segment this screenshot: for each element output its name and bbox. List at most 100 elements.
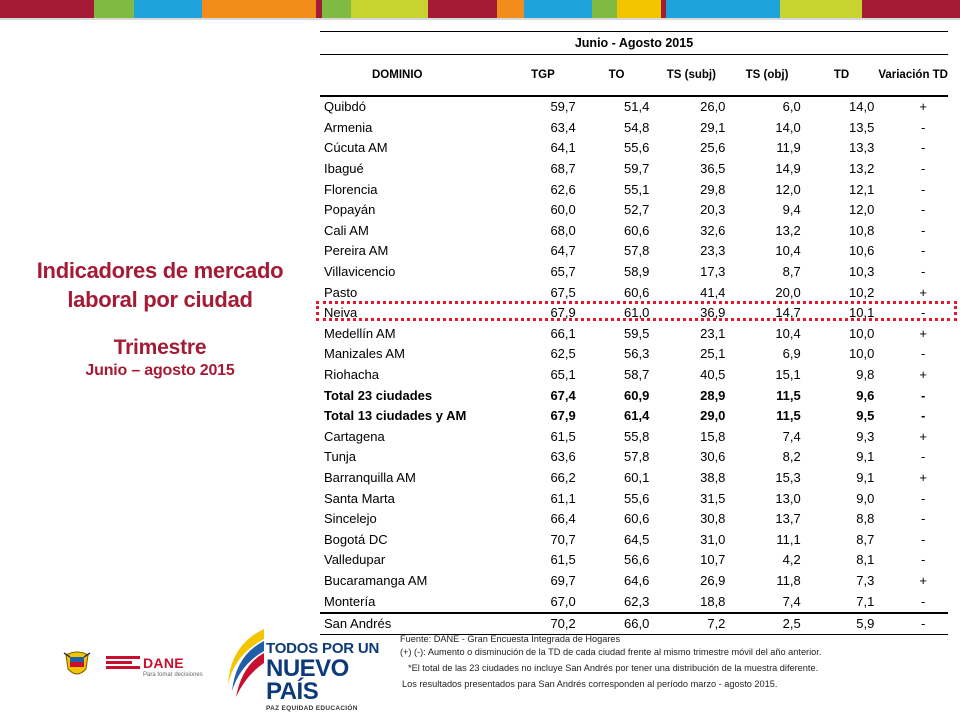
header-tgp: TGP [506, 54, 580, 97]
cell-to: 55,6 [624, 490, 650, 506]
cell-variacion-td: - [920, 593, 926, 609]
table-row: Pereira AM 64,7 57,8 23,3 10,4 10,6 - [320, 241, 948, 262]
color-strip-segment [780, 0, 862, 18]
table-title-row: Junio - Agosto 2015 [320, 31, 948, 55]
table-row: Cartagena 61,5 55,8 15,8 7,4 9,3 + [320, 427, 948, 448]
cell-to: 55,6 [624, 140, 650, 156]
cell-ts-subj: 18,8 [700, 593, 726, 609]
cell-tgp: 68,7 [550, 161, 576, 177]
table-row: Santa Marta 61,1 55,6 31,5 13,0 9,0 - [320, 488, 948, 509]
cell-to: 58,7 [624, 367, 650, 383]
dane-logo: DANE Para tomar decisiones [106, 655, 203, 678]
cell-ts-obj: 10,4 [775, 243, 801, 259]
tpnp-swoosh-icon [228, 629, 264, 697]
dane-wordmark: DANE [143, 655, 184, 671]
color-strip-segment [660, 0, 667, 18]
table-row: Cúcuta AM 64,1 55,6 25,6 11,9 13,3 - [320, 138, 948, 159]
slide-title-block: Indicadores de mercado laboral por ciuda… [22, 256, 298, 380]
cell-ts-obj: 6,0 [782, 99, 801, 115]
cell-tgp: 65,7 [550, 264, 576, 280]
cell-tgp: 61,1 [550, 490, 576, 506]
color-strip-segment [592, 0, 618, 18]
cell-ts-subj: 36,5 [700, 161, 726, 177]
cell-ts-obj: 11,9 [776, 140, 801, 156]
cell-dominio: Cartagena [324, 428, 385, 444]
header-td: TD [804, 54, 879, 97]
cell-variacion-td: - [920, 222, 926, 238]
header-variacion-td: Variación TD [878, 54, 948, 97]
cell-td: 10,8 [849, 222, 875, 238]
color-strip-segment [666, 0, 781, 18]
cell-dominio: Pasto [324, 284, 358, 300]
cell-variacion-td: + [919, 367, 927, 383]
cell-ts-subj: 29,0 [700, 408, 726, 424]
cell-variacion-td: - [920, 408, 926, 424]
cell-td: 10,0 [849, 346, 875, 362]
cell-ts-obj: 4,2 [782, 552, 801, 568]
cell-td: 8,1 [856, 552, 875, 568]
cell-tgp: 67,9 [550, 305, 576, 321]
cell-tgp: 70,7 [550, 531, 576, 547]
cell-ts-obj: 7,4 [782, 593, 801, 609]
table-row: Valledupar 61,5 56,6 10,7 4,2 8,1 - [320, 550, 948, 571]
cell-td: 12,1 [849, 181, 875, 197]
top-divider [0, 18, 960, 20]
cell-variacion-td: - [920, 490, 926, 506]
cell-to: 59,7 [624, 161, 650, 177]
cell-ts-subj: 30,6 [700, 449, 726, 465]
cell-tgp: 60,0 [550, 202, 576, 218]
dane-slogan: Para tomar decisiones [143, 672, 203, 678]
cell-variacion-td: - [920, 346, 926, 362]
cell-dominio: Valledupar [324, 552, 386, 568]
cell-tgp: 66,4 [550, 511, 576, 527]
cell-tgp: 66,1 [550, 325, 576, 341]
cell-td: 9,6 [856, 387, 875, 403]
slide-title: Indicadores de mercado laboral por ciuda… [22, 256, 298, 314]
table-row: Total 23 ciudades 67,4 60,9 28,9 11,5 9,6 - [320, 385, 948, 406]
color-strip-segment [321, 0, 351, 18]
tpnp-line2: NUEVO PAÍS [266, 655, 349, 705]
cell-ts-obj: 11,5 [776, 408, 801, 424]
cell-dominio: Bucaramanga AM [324, 572, 428, 588]
cell-td: 7,3 [856, 572, 875, 588]
cell-variacion-td: + [919, 325, 927, 341]
cell-to: 55,1 [624, 181, 650, 197]
cell-to: 60,6 [624, 222, 650, 238]
cell-td: 10,6 [849, 243, 875, 259]
cell-ts-obj: 20,0 [775, 284, 801, 300]
cell-ts-subj: 41,4 [700, 284, 726, 300]
cell-ts-subj: 31,0 [700, 531, 726, 547]
cell-ts-obj: 11,1 [776, 531, 801, 547]
cell-variacion-td: - [920, 531, 926, 547]
slide-subtitle: Trimestre [113, 336, 207, 359]
cell-variacion-td: - [878, 611, 948, 636]
cell-dominio: Total 13 ciudades y AM [324, 408, 467, 424]
cell-td: 10,0 [849, 325, 875, 341]
cell-dominio: Armenia [324, 119, 373, 135]
cell-ts-subj: 30,8 [700, 511, 726, 527]
cell-variacion-td: - [920, 181, 926, 197]
cell-to: 56,3 [624, 346, 650, 362]
cell-dominio: Cúcuta AM [324, 140, 388, 156]
cell-tgp: 62,6 [550, 181, 576, 197]
cell-td: 5,9 [804, 611, 879, 636]
header-ts-subj: TS (subj) [653, 54, 730, 97]
cell-ts-subj: 23,1 [700, 325, 726, 341]
cell-ts-subj: 26,0 [700, 99, 726, 115]
cell-td: 10,3 [849, 264, 875, 280]
tpnp-line3: PAZ EQUIDAD EDUCACIÓN [266, 705, 358, 712]
cell-to: 57,8 [624, 449, 650, 465]
cell-ts-subj: 23,3 [700, 243, 726, 259]
cell-variacion-td: - [920, 387, 926, 403]
cell-td: 10,1 [849, 305, 875, 321]
cell-ts-subj: 10,7 [700, 552, 726, 568]
cell-td: 8,7 [856, 531, 875, 547]
table-row: Medellín AM 66,1 59,5 23,1 10,4 10,0 + [320, 324, 948, 345]
cell-variacion-td: + [919, 99, 927, 115]
cell-variacion-td: - [920, 552, 926, 568]
cell-tgp: 67,0 [550, 593, 576, 609]
cell-to: 57,8 [624, 243, 650, 259]
table-row: Bucaramanga AM 69,7 64,6 26,9 11,8 7,3 + [320, 571, 948, 592]
cell-dominio: Barranquilla AM [324, 469, 416, 485]
cell-dominio: San Andrés [320, 611, 507, 636]
